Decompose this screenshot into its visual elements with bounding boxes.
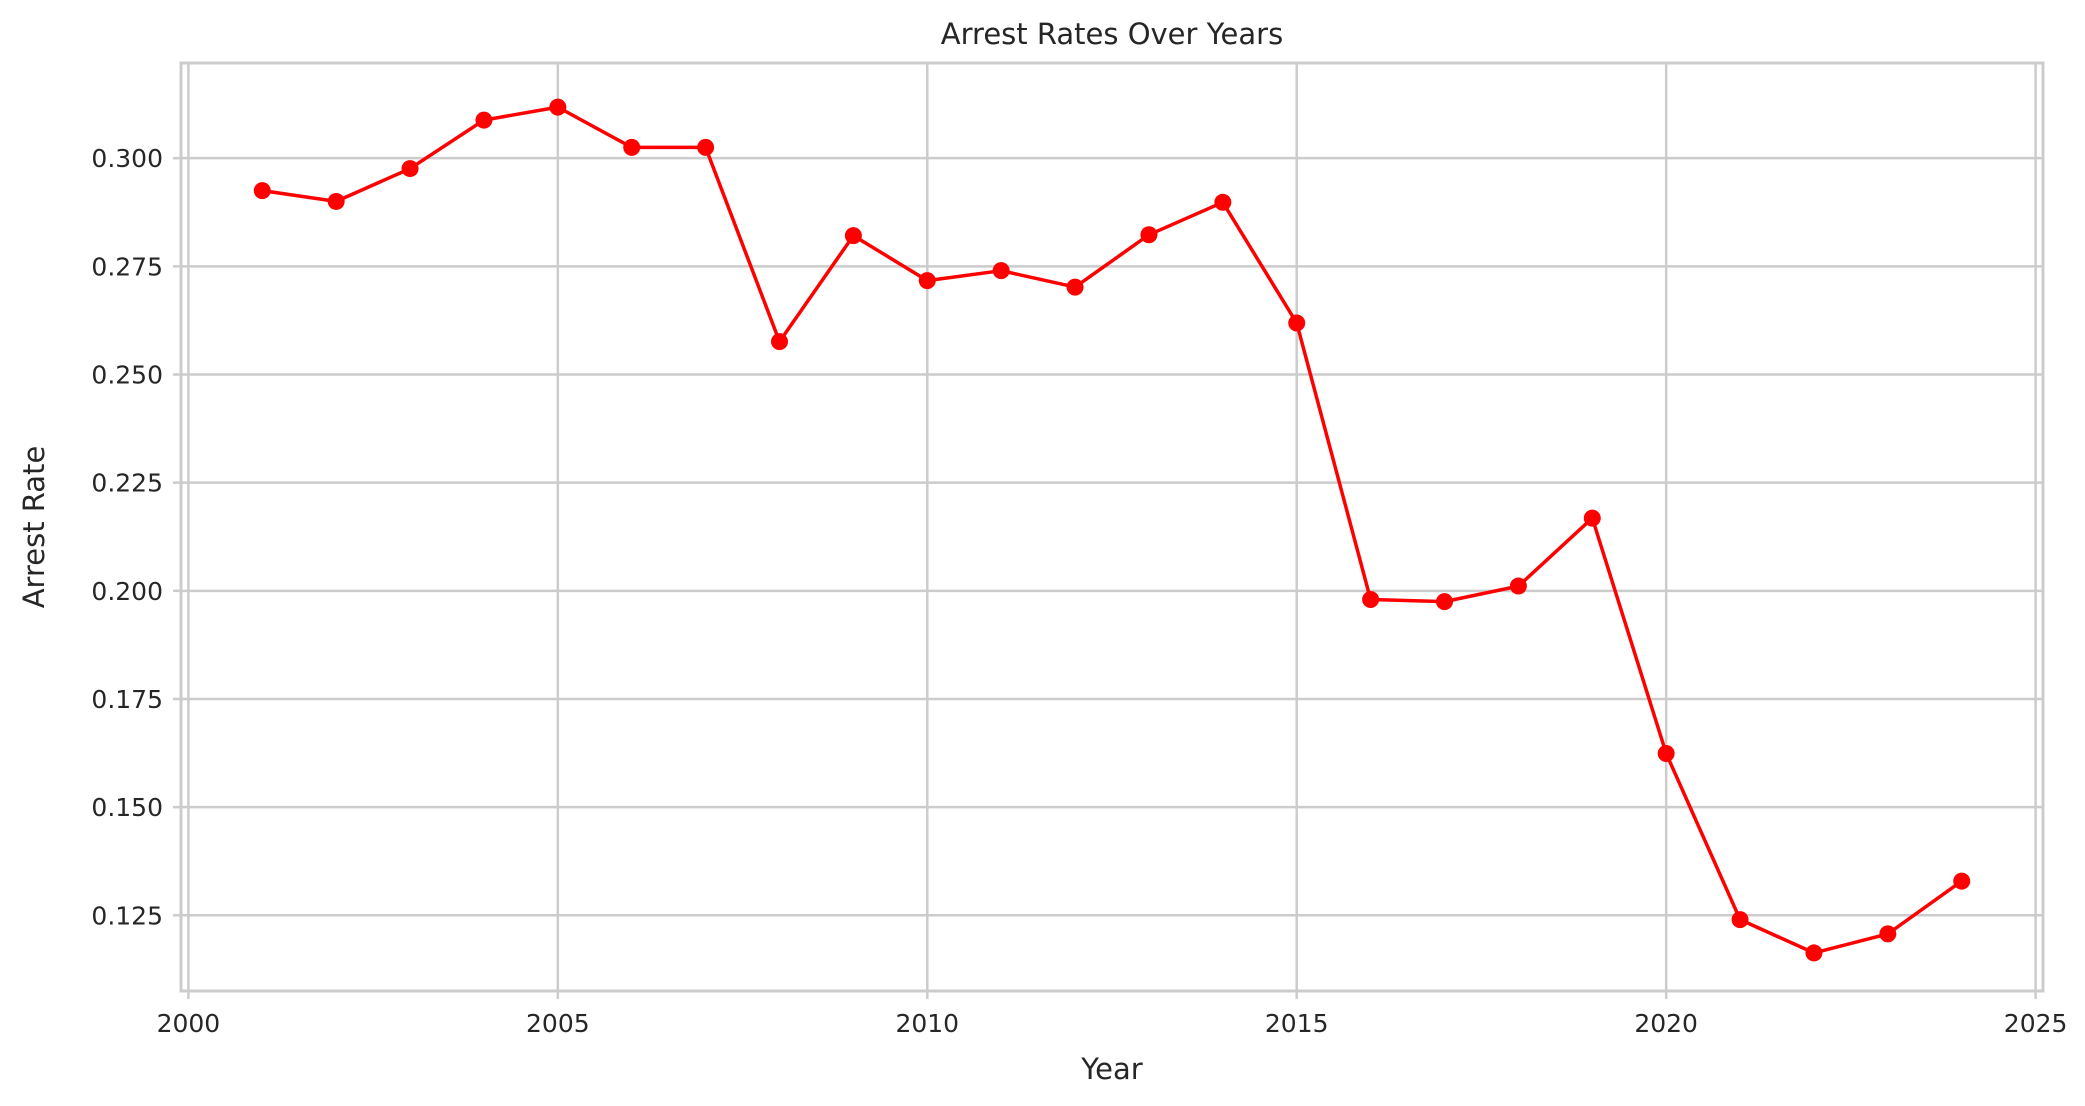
y-tick-label: 0.150	[91, 793, 163, 822]
data-point	[1362, 590, 1380, 608]
y-tick-label: 0.200	[91, 577, 163, 606]
x-axis-label: Year	[1080, 1052, 1142, 1086]
y-tick-label: 0.300	[91, 144, 163, 173]
data-point	[992, 262, 1010, 280]
data-point	[327, 192, 345, 210]
data-point	[401, 160, 419, 178]
data-point	[1953, 872, 1971, 890]
x-tick-label: 2025	[2004, 1009, 2068, 1038]
y-axis-label: Arrest Rate	[17, 446, 51, 609]
data-point	[1509, 577, 1527, 595]
data-point	[1805, 944, 1823, 962]
y-tick-label: 0.175	[91, 685, 163, 714]
data-point	[475, 111, 493, 129]
x-tick-label: 2015	[1265, 1009, 1329, 1038]
x-tick-label: 2010	[895, 1009, 959, 1038]
chart-title: Arrest Rates Over Years	[941, 17, 1283, 51]
y-tick-label: 0.275	[91, 252, 163, 281]
x-tick-label: 2005	[526, 1009, 590, 1038]
data-point	[1731, 911, 1749, 929]
data-point	[1879, 925, 1897, 943]
data-point	[253, 182, 271, 200]
data-point	[1288, 314, 1306, 332]
x-tick-label: 2020	[1634, 1009, 1698, 1038]
data-point	[697, 138, 715, 156]
series-layer	[253, 98, 1971, 962]
x-tick-label: 2000	[157, 1009, 221, 1038]
data-point	[549, 98, 567, 116]
data-point	[844, 227, 862, 245]
y-tick-label: 0.250	[91, 360, 163, 389]
y-tick-label: 0.125	[91, 901, 163, 930]
data-point	[1214, 193, 1232, 211]
series-line	[262, 105, 1963, 955]
grid-lines	[181, 63, 2043, 991]
data-point	[1657, 744, 1675, 762]
data-point	[623, 138, 641, 156]
data-point	[1140, 226, 1158, 244]
data-point	[1066, 278, 1084, 296]
data-point	[1436, 593, 1453, 611]
data-point	[918, 272, 936, 290]
y-tick-label: 0.225	[91, 469, 163, 498]
data-point	[771, 333, 788, 351]
data-point	[1583, 509, 1601, 527]
plot-frame	[179, 61, 2045, 993]
